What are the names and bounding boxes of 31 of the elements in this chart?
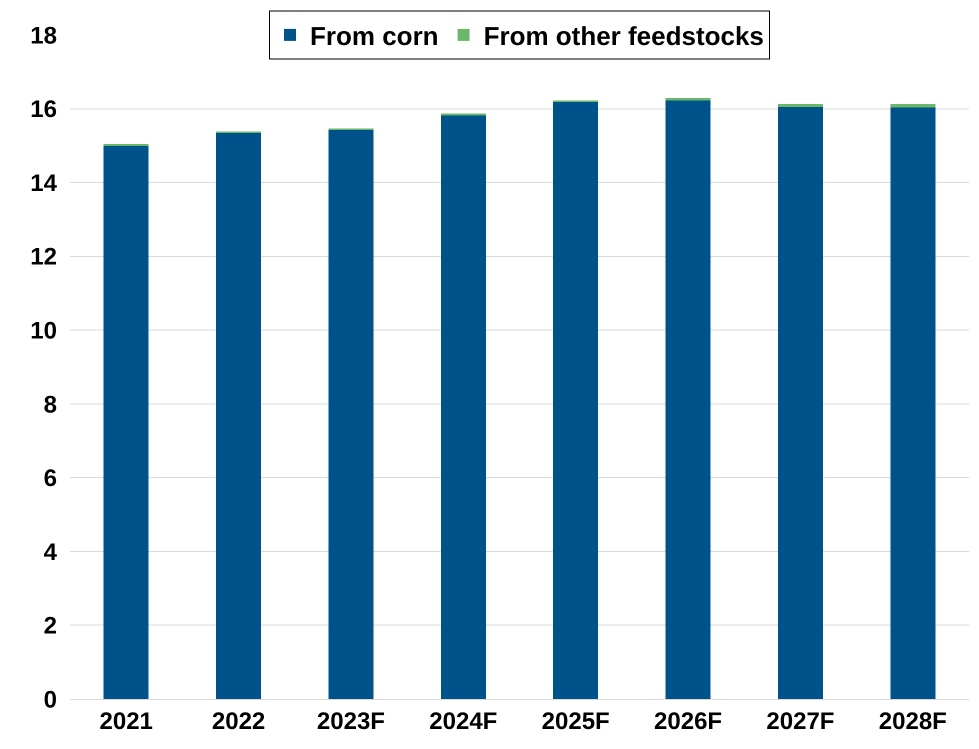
y-tick-label: 12: [30, 244, 57, 271]
x-tick-label: 2022: [212, 708, 266, 735]
y-tick-label: 0: [44, 686, 57, 714]
bar: [104, 146, 149, 699]
y-tick-label: 8: [44, 391, 57, 418]
x-tick-label: 2021: [99, 708, 153, 735]
y-tick-label: 10: [30, 318, 57, 345]
bar: [553, 102, 598, 699]
x-tick-label: 2027F: [766, 708, 834, 735]
y-tick-label: 4: [44, 538, 58, 566]
bar: [778, 106, 823, 699]
bar: [666, 100, 711, 699]
bar: [890, 108, 936, 699]
bar: [328, 130, 374, 699]
x-tick-label: 2025F: [542, 708, 610, 735]
y-tick-label: 16: [30, 96, 57, 124]
y-tick-label: 6: [44, 465, 57, 492]
bar: [216, 132, 262, 699]
y-tick-label: 18: [30, 22, 57, 50]
bar: [778, 104, 823, 107]
y-tick-label: 14: [30, 170, 58, 197]
bar: [440, 115, 486, 699]
bar: [890, 104, 936, 108]
x-tick-label: 2024F: [429, 708, 498, 735]
legend-label: From corn: [310, 21, 439, 52]
legend-label: From other feedstocks: [484, 21, 764, 52]
y-tick-label: 2: [44, 612, 57, 640]
x-tick-label: 2026F: [654, 708, 722, 735]
bar: [666, 98, 711, 101]
x-tick-label: 2023F: [316, 708, 385, 735]
x-tick-label: 2028F: [878, 708, 947, 735]
